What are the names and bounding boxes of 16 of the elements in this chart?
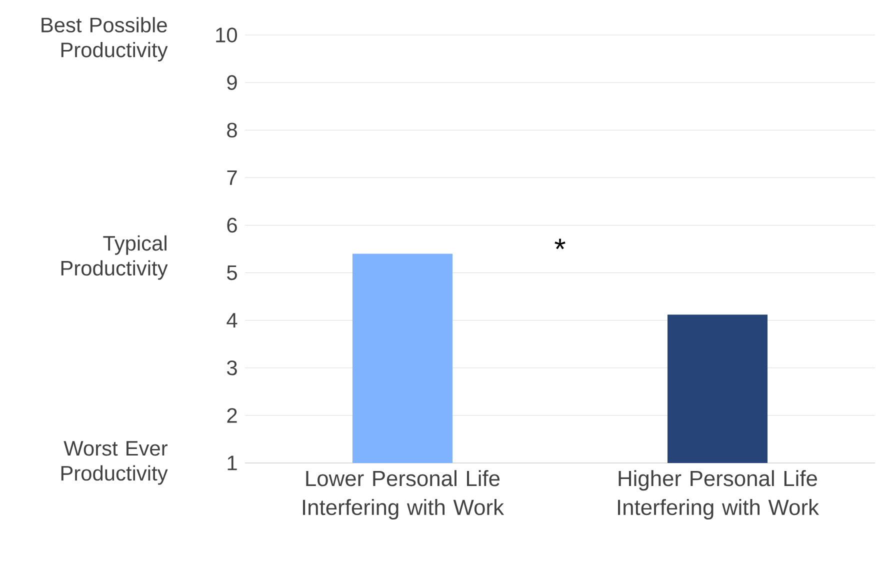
y-tick-label: 8	[227, 122, 237, 138]
y-tick-label: 9	[227, 75, 237, 90]
y-tick-label: 7	[227, 170, 237, 185]
y-tick-label: 2	[227, 408, 237, 423]
y-tick-label: 5	[227, 265, 237, 280]
x-tick-label: Lower Personal Life Interfering with Work	[303, 470, 504, 520]
y-tick-label: 4	[226, 313, 238, 328]
text: Worst Ever Productivity	[61, 441, 168, 485]
y-tick-label: 10	[216, 28, 238, 42]
text: Typical Productivity	[61, 235, 168, 280]
annotation: *	[554, 238, 566, 250]
x-tick-label: Higher Personal Life Interfering with Work	[618, 470, 820, 520]
text: Best Possible Productivity	[42, 17, 168, 62]
y-tick-label: 3	[226, 360, 237, 376]
y-tick-label: 1	[228, 456, 237, 470]
y-tick-label: 6	[227, 218, 237, 233]
